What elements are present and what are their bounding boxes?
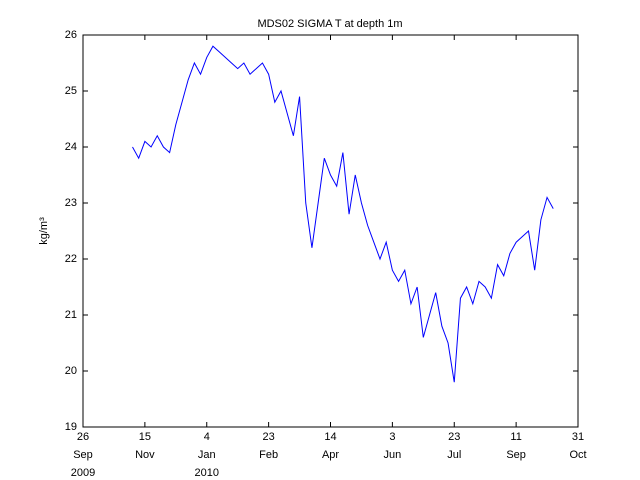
x-tick-label: Nov <box>135 449 155 461</box>
x-tick-label: 31 <box>572 431 584 443</box>
x-tick-label: Sep <box>506 449 526 461</box>
y-tick-label: 23 <box>65 197 77 209</box>
y-tick-label: 26 <box>65 29 77 41</box>
y-tick-label: 21 <box>65 309 77 321</box>
y-tick-label: 24 <box>65 141 77 153</box>
x-tick-label: Jan <box>198 449 216 461</box>
y-tick-label: 22 <box>65 253 77 265</box>
x-tick-label: Sep <box>73 449 93 461</box>
chart-title: MDS02 SIGMA T at depth 1m <box>257 18 402 30</box>
data-line <box>132 45 554 383</box>
plot-frame <box>82 34 579 428</box>
y-tick-label: 25 <box>65 85 77 97</box>
y-axis-label: kg/m³ <box>38 217 50 245</box>
x-tick-label: 3 <box>389 431 395 443</box>
x-tick-label: Jul <box>447 449 461 461</box>
x-tick-label: 2009 <box>71 467 95 479</box>
y-tick-label: 20 <box>65 365 77 377</box>
x-tick-label: Feb <box>259 449 278 461</box>
x-tick-label: 14 <box>324 431 336 443</box>
x-tick-label: 4 <box>204 431 210 443</box>
x-tick-label: Jun <box>384 449 402 461</box>
x-tick-label: 11 <box>510 431 521 443</box>
x-tick-label: 23 <box>263 431 275 443</box>
x-tick-label: 23 <box>448 431 460 443</box>
x-tick-label: 15 <box>139 431 151 443</box>
y-tick-label: 19 <box>65 421 77 433</box>
x-tick-label: Oct <box>569 449 586 461</box>
x-tick-label: Apr <box>322 449 339 461</box>
x-tick-label: 26 <box>77 431 89 443</box>
x-tick-label: 2010 <box>195 467 219 479</box>
